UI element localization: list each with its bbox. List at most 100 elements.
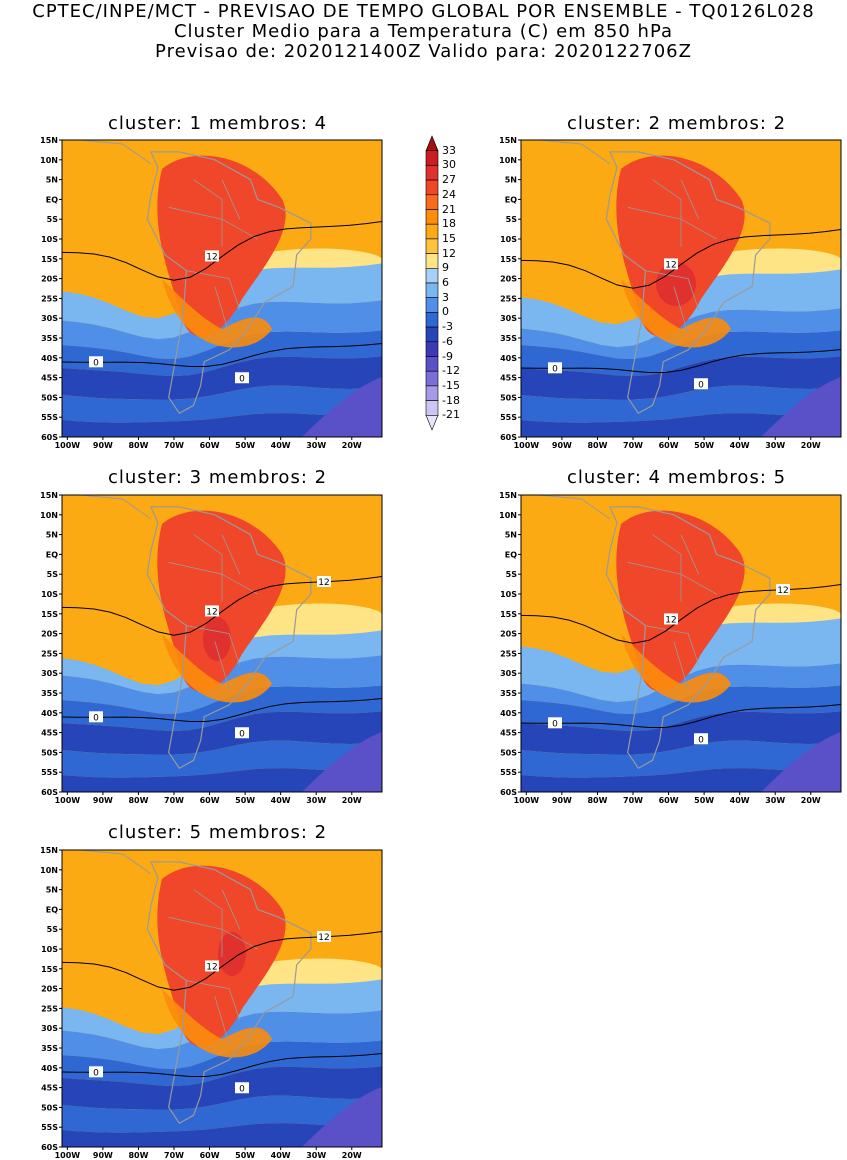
temperature-band xyxy=(521,740,841,778)
colorbar xyxy=(425,135,439,431)
colorbar-swatch xyxy=(425,282,439,298)
lat-label: 50S xyxy=(500,748,517,757)
temperature-band xyxy=(62,740,382,778)
map-frame xyxy=(61,139,383,438)
country-border xyxy=(652,534,682,602)
colorbar-swatch xyxy=(425,135,439,152)
lat-label: 30S xyxy=(41,314,58,323)
lon-label: 60W xyxy=(200,1151,220,1160)
lon-label: 50W xyxy=(235,441,255,450)
lat-label: 60S xyxy=(41,1143,58,1152)
country-border xyxy=(652,179,682,247)
warm-region xyxy=(162,279,272,348)
colorbar-tick-label: 18 xyxy=(442,217,456,231)
lon-label: 40W xyxy=(730,796,750,805)
lat-label: 45S xyxy=(500,729,517,738)
continent-outline xyxy=(146,506,312,770)
lon-label: 20W xyxy=(342,1151,362,1160)
lon-label: 70W xyxy=(164,796,184,805)
lat-label: 55S xyxy=(500,768,517,777)
temperature-band xyxy=(62,1095,382,1133)
temperature-band xyxy=(521,711,841,755)
colorbar-tick-label: -12 xyxy=(442,364,460,378)
contour-label: 0 xyxy=(548,362,562,374)
lat-label: 5S xyxy=(47,570,59,579)
map-frame xyxy=(61,849,383,1148)
lon-label: 90W xyxy=(552,796,572,805)
lat-label: 15S xyxy=(500,255,517,264)
lon-label: 70W xyxy=(623,796,643,805)
colorbar-tick-label: 0 xyxy=(442,305,449,319)
colorbar-tick-label: 27 xyxy=(442,173,456,187)
lon-label: 50W xyxy=(694,796,714,805)
lon-label: 20W xyxy=(801,796,821,805)
warm-region xyxy=(157,510,286,692)
warm-region xyxy=(621,634,731,703)
lat-label: 15N xyxy=(40,846,58,855)
lat-label: 35S xyxy=(41,689,58,698)
lat-label: EQ xyxy=(505,550,517,559)
continent-outline xyxy=(79,850,152,875)
temperature-band xyxy=(62,413,382,437)
lat-label: 5S xyxy=(47,215,59,224)
contour-label: 0 xyxy=(89,356,103,368)
country-border xyxy=(186,270,241,311)
colorbar-swatch xyxy=(425,297,439,313)
svg-text:12: 12 xyxy=(318,933,329,943)
lon-label: 60W xyxy=(659,441,679,450)
colorbar-tick-label: -15 xyxy=(442,378,460,392)
colorbar-swatch xyxy=(425,253,439,269)
lon-label: 30W xyxy=(306,796,326,805)
lat-label: 30S xyxy=(41,1024,58,1033)
country-border xyxy=(673,641,689,690)
lat-label: 40S xyxy=(41,354,58,363)
lon-label: 90W xyxy=(93,796,113,805)
lon-label: 80W xyxy=(128,441,148,450)
colorbar-tick-label: 24 xyxy=(442,187,456,201)
continent-outline xyxy=(605,506,771,770)
temperature-band xyxy=(521,768,841,792)
lon-label: 40W xyxy=(271,441,291,450)
continent-outline xyxy=(146,861,312,1125)
lat-label: 25S xyxy=(41,649,58,658)
lon-label: 90W xyxy=(93,1151,113,1160)
contour-label: 12 xyxy=(664,613,678,625)
lat-label: 20S xyxy=(41,630,58,639)
lon-label: 80W xyxy=(128,796,148,805)
continent-outline xyxy=(146,151,312,415)
colorbar-swatch xyxy=(425,194,439,210)
colorbar-tick-label: -18 xyxy=(442,393,460,407)
country-border xyxy=(680,179,700,220)
lat-label: 10S xyxy=(500,235,517,244)
temperature-band xyxy=(62,1066,382,1110)
colorbar-swatch xyxy=(425,165,439,181)
colorbar-tick-label: 12 xyxy=(442,246,456,260)
colorbar-swatch xyxy=(425,179,439,196)
panel-2-title: cluster: 2 membros: 2 xyxy=(567,113,787,134)
map-panel-1: 12 0 0 15N 10N 5N EQ 5S 10S 15S 20S 25S 30S 35S 40S 45S… xyxy=(40,136,383,450)
lat-label: 15S xyxy=(500,610,517,619)
map-panel-5: 12 12 0 0 15N 10N 5N EQ 5S 10S 15S 20S 25S 30S 35S 40S 4… xyxy=(40,846,383,1160)
lon-label: 30W xyxy=(765,796,785,805)
country-border xyxy=(193,534,223,602)
lat-label: 40S xyxy=(500,709,517,718)
lon-label: 80W xyxy=(587,441,607,450)
continent-outline xyxy=(79,140,152,165)
colorbar-tick-label: 9 xyxy=(442,261,449,275)
lat-label: 55S xyxy=(41,768,58,777)
colorbar-swatch xyxy=(425,268,439,284)
lat-label: EQ xyxy=(46,195,58,204)
lat-label: 10N xyxy=(499,156,517,165)
lat-label: 25S xyxy=(500,649,517,658)
svg-text:0: 0 xyxy=(698,380,704,390)
lat-label: 60S xyxy=(41,433,58,442)
lat-label: 25S xyxy=(41,1004,58,1013)
panel-4-title: cluster: 4 membros: 5 xyxy=(567,467,787,488)
lon-label: 100W xyxy=(514,441,540,450)
lon-label: 20W xyxy=(801,441,821,450)
temperature-band xyxy=(62,711,382,755)
lat-label: 30S xyxy=(500,669,517,678)
svg-text:0: 0 xyxy=(93,1068,99,1078)
country-border xyxy=(186,625,241,666)
lat-label: 20S xyxy=(41,275,58,284)
